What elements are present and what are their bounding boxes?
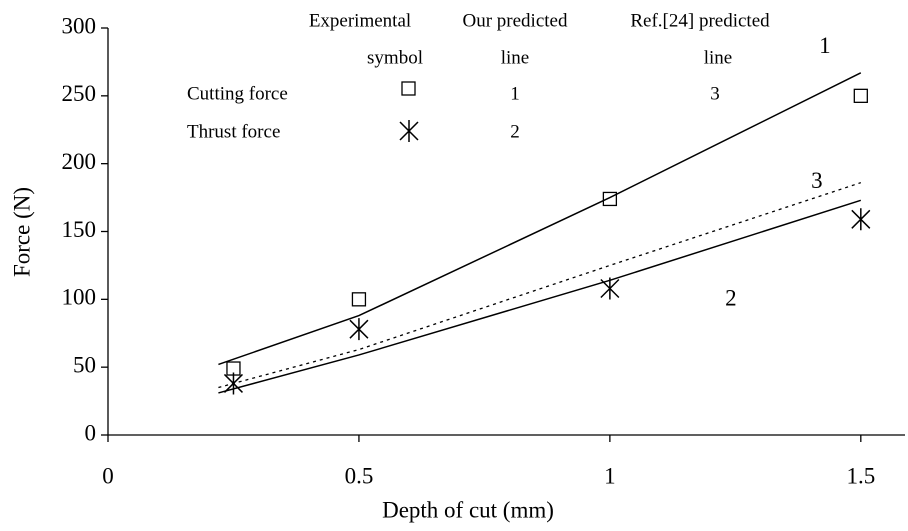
y-tick-label: 0 (85, 420, 97, 445)
legend-header: Ref.[24] predicted (630, 10, 770, 31)
y-tick-label: 300 (62, 13, 97, 38)
legend-line-label: 1 (510, 83, 520, 104)
line (218, 199, 862, 394)
marker-square (351, 292, 367, 307)
x-tick-label: 1 (604, 463, 616, 488)
y-axis-title: Force (N) (9, 187, 34, 277)
line-label: 1 (819, 33, 831, 58)
marker-asterisk (851, 208, 871, 231)
legend-line-label: 2 (510, 121, 520, 142)
legend-header: Our predicted (463, 10, 568, 31)
x-tick-label: 0 (102, 463, 114, 488)
legend-header: line (704, 47, 733, 68)
line (218, 72, 862, 366)
x-tick-label: 1.5 (846, 463, 875, 488)
y-tick-label: 100 (62, 285, 97, 310)
legend-marker (399, 120, 419, 142)
y-tick-label: 200 (62, 149, 97, 174)
legend-line-label: 3 (710, 83, 720, 104)
line (218, 182, 862, 389)
legend-header: Experimental (309, 10, 411, 31)
y-tick-label: 50 (73, 352, 96, 377)
y-tick-label: 250 (62, 81, 97, 106)
y-tick-label: 150 (62, 217, 97, 242)
marker-square (602, 191, 618, 207)
legend-label: Cutting force (187, 83, 288, 104)
line-label: 3 (811, 168, 823, 193)
legend-label: Thrust force (187, 121, 280, 142)
legend-header: line (501, 47, 530, 68)
line-label: 2 (725, 286, 737, 311)
marker-square (853, 88, 868, 103)
x-tick-label: 0.5 (345, 463, 374, 488)
marker-asterisk (349, 318, 369, 341)
legend-header: symbol (367, 47, 423, 68)
x-axis-title: Depth of cut (mm) (382, 497, 554, 522)
legend-marker (401, 81, 416, 96)
